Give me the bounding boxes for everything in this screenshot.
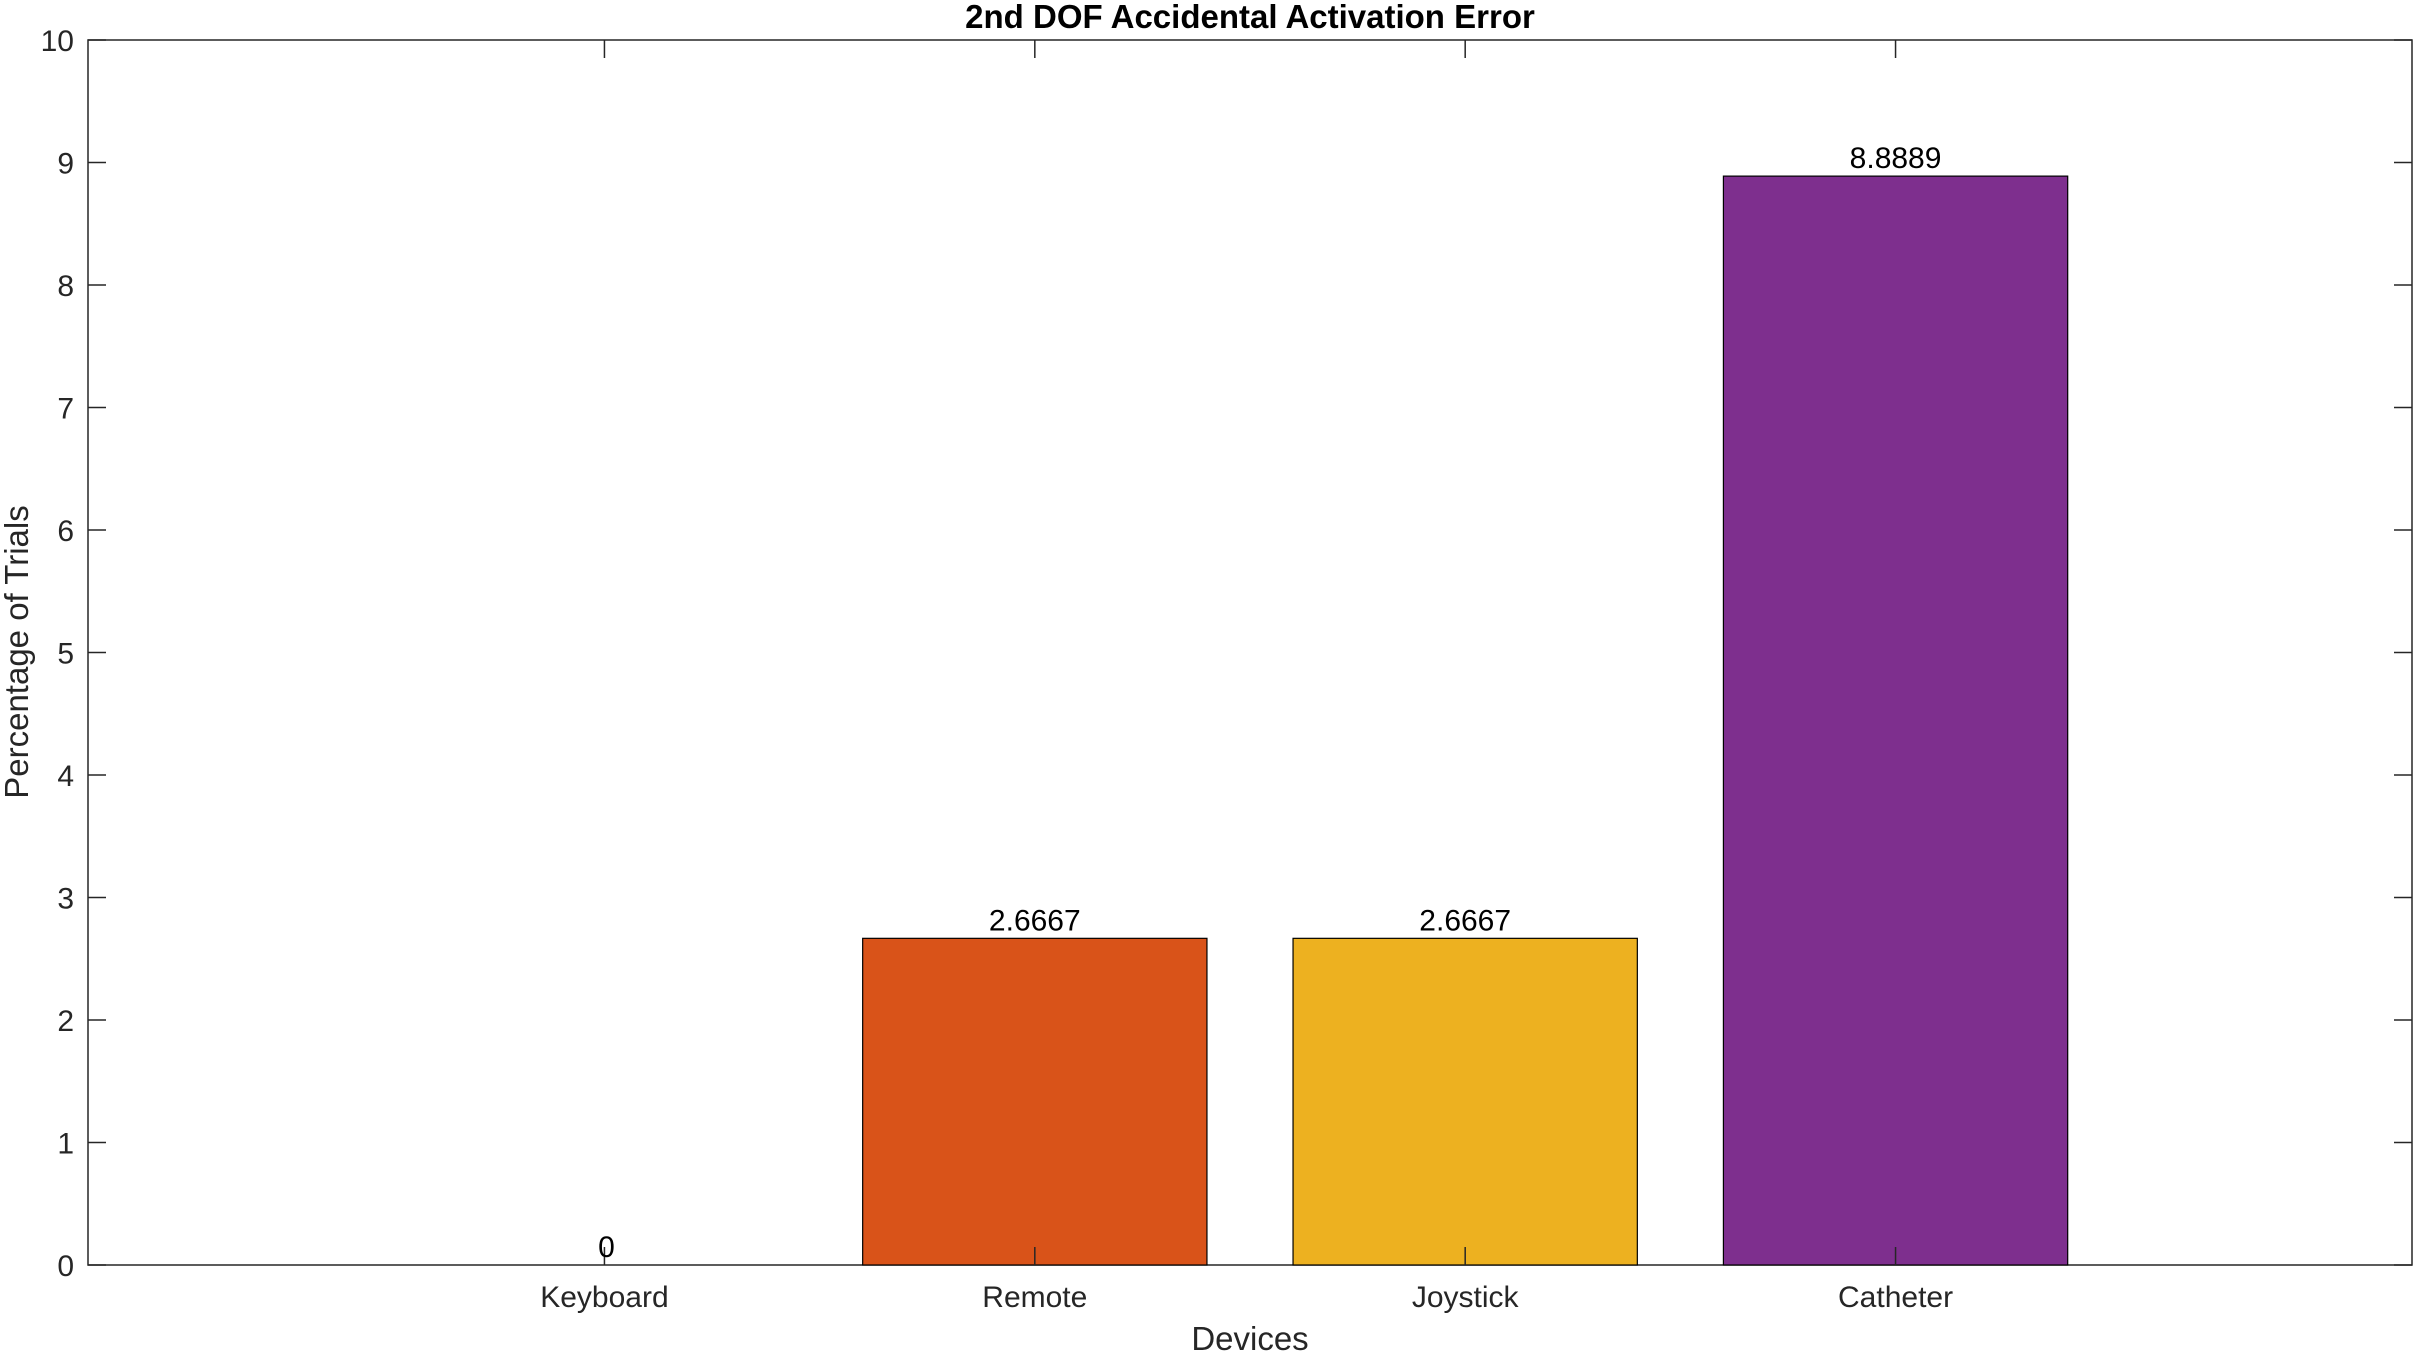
bar-remote xyxy=(862,937,1208,1266)
bars-layer xyxy=(862,175,2069,1266)
bar-joystick xyxy=(1292,937,1638,1266)
x-tick-label-keyboard: Keyboard xyxy=(540,1281,668,1314)
y-tick-label: 7 xyxy=(57,393,74,426)
bar-catheter xyxy=(1722,175,2069,1266)
y-tick-label: 1 xyxy=(57,1128,74,1161)
data-label-catheter: 8.8889 xyxy=(1850,142,1942,175)
x-tick-label-catheter: Catheter xyxy=(1838,1281,1953,1314)
chart-title: 2nd DOF Accidental Activation Error xyxy=(965,0,1535,35)
data-label-keyboard: 0 xyxy=(598,1231,615,1264)
x-axis-title: Devices xyxy=(1191,1320,1308,1355)
x-tick-label-joystick: Joystick xyxy=(1412,1281,1520,1314)
y-tick-label: 8 xyxy=(57,270,74,303)
x-tick-label-remote: Remote xyxy=(982,1281,1087,1314)
y-tick-label: 5 xyxy=(57,638,74,671)
data-label-remote: 2.6667 xyxy=(989,904,1081,937)
y-tick-label: 4 xyxy=(57,760,74,793)
labels-layer: 0 2.6667 2.6667 8.8889 0 1 2 3 4 5 6 7 8 9 10 Keyboard R… xyxy=(41,25,1953,1314)
data-label-joystick: 2.6667 xyxy=(1419,904,1511,937)
y-tick-label: 6 xyxy=(57,515,74,548)
y-tick-label: 9 xyxy=(57,148,74,181)
y-tick-label: 0 xyxy=(57,1250,74,1283)
y-tick-label: 3 xyxy=(57,883,74,916)
ticks-layer xyxy=(88,39,2412,1266)
y-tick-label: 10 xyxy=(41,25,74,58)
y-tick-label: 2 xyxy=(57,1005,74,1038)
y-axis-title: Percentage of Trials xyxy=(0,505,35,799)
